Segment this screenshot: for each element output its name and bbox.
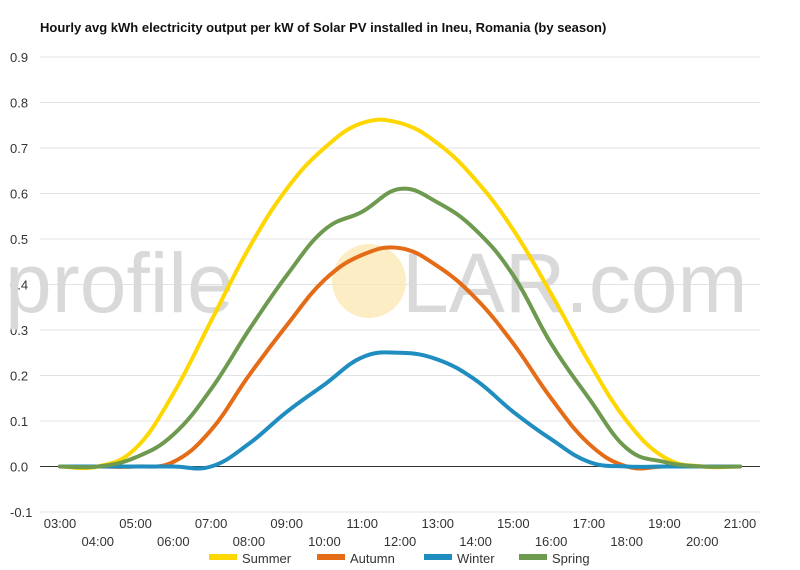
x-tick-label: 08:00: [233, 534, 266, 549]
y-tick-label: 0.8: [10, 96, 28, 111]
legend-swatch-spring: [519, 554, 547, 560]
x-tick-label: 15:00: [497, 516, 530, 531]
legend-label-autumn: Autumn: [350, 551, 395, 566]
y-tick-label: -0.1: [10, 505, 32, 520]
legend: Summer Autumn Winter Spring: [209, 551, 590, 566]
legend-swatch-summer: [209, 554, 237, 560]
series-line-winter: [58, 350, 742, 471]
y-tick-label: 0.2: [10, 369, 28, 384]
x-tick-label: 16:00: [535, 534, 568, 549]
y-tick-label: 0.7: [10, 141, 28, 156]
y-tick-label: 0.3: [10, 323, 28, 338]
x-tick-label: 14:00: [459, 534, 492, 549]
x-tick-label: 13:00: [422, 516, 455, 531]
y-tick-label: 0.9: [10, 50, 28, 65]
x-axis-ticks: 03:00 04:00 05:00 06:00 07:00 08:00 09:00 10:00…: [44, 516, 757, 549]
x-tick-label: 17:00: [573, 516, 606, 531]
x-tick-label: 20:00: [686, 534, 719, 549]
chart-title: Hourly avg kWh electricity output per kW…: [40, 20, 607, 35]
y-tick-label: 0.1: [10, 414, 28, 429]
series-line-spring: [58, 186, 742, 470]
x-tick-label: 18:00: [610, 534, 643, 549]
x-tick-label: 12:00: [384, 534, 417, 549]
x-tick-label: 19:00: [648, 516, 681, 531]
series-lines: [58, 117, 742, 471]
x-tick-label: 09:00: [270, 516, 303, 531]
legend-swatch-autumn: [317, 554, 345, 560]
legend-label-winter: Winter: [457, 551, 495, 566]
legend-label-spring: Spring: [552, 551, 590, 566]
x-tick-label: 03:00: [44, 516, 77, 531]
x-tick-label: 11:00: [346, 516, 378, 531]
y-axis-ticks: -0.1 0.0 0.1 0.2 0.3 0.4 0.5 0.6 0.7 0.8 0.9: [10, 50, 32, 520]
x-tick-label: 10:00: [308, 534, 341, 549]
x-tick-label: 05:00: [119, 516, 152, 531]
grid-lines: [40, 56, 760, 513]
x-tick-label: 04:00: [82, 534, 115, 549]
y-tick-label: 0.0: [10, 460, 28, 475]
y-tick-label: 0.4: [10, 278, 28, 293]
x-tick-label: 06:00: [157, 534, 190, 549]
x-tick-label: 21:00: [724, 516, 757, 531]
legend-label-summer: Summer: [242, 551, 292, 566]
y-tick-label: 0.6: [10, 187, 28, 202]
y-tick-label: 0.5: [10, 232, 28, 247]
legend-swatch-winter: [424, 554, 452, 560]
watermark-text-right: LAR.com: [402, 236, 747, 330]
sun-icon: [332, 244, 406, 318]
series-line-summer: [58, 117, 742, 471]
watermark: profile LAR.com: [5, 236, 747, 330]
watermark-text-left: profile: [5, 236, 234, 330]
x-tick-label: 07:00: [195, 516, 228, 531]
